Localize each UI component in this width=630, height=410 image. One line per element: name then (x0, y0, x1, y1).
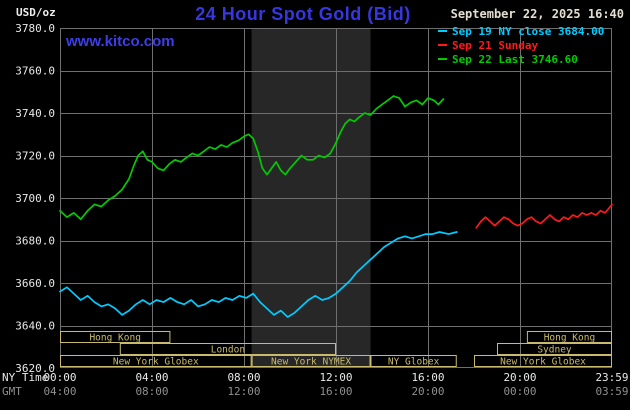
x-tick-label-gmt: 12:00 (227, 385, 260, 398)
x-tick-label-ny: 20:00 (503, 371, 536, 384)
legend-label: Sep 21 Sunday (452, 38, 539, 52)
market-session-box (370, 355, 457, 367)
x-tick-label-gmt: 20:00 (411, 385, 444, 398)
legend-item: Sep 21 Sunday (438, 38, 604, 52)
price-line-sep19-friday (59, 231, 458, 318)
market-session-box (60, 331, 171, 343)
x-tick-label-gmt: 08:00 (135, 385, 168, 398)
x-tick-label-ny: 16:00 (411, 371, 444, 384)
market-session-box (119, 343, 336, 355)
market-session-label: Sydney (537, 345, 572, 356)
x-tick-label-gmt: 16:00 (319, 385, 352, 398)
market-session-box (251, 355, 371, 367)
y-tick-label: 3620.0 (15, 362, 55, 375)
market-session-box (60, 355, 252, 367)
x-tick-label-gmt: 03:59 (595, 385, 628, 398)
price-line-sep22-today (59, 95, 445, 221)
legend-label: Sep 22 Last 3746.60 (452, 52, 578, 66)
y-tick-label: 3740.0 (15, 107, 55, 120)
x-axis-ny-time-label: NY Time (2, 371, 49, 384)
legend-dash-icon (438, 58, 447, 60)
legend-label: Sep 19 NY close 3684.00 (452, 24, 605, 38)
legend-dash-icon (438, 44, 447, 46)
y-tick-label: 3640.0 (15, 320, 55, 333)
y-tick-label: 3660.0 (15, 277, 55, 290)
x-axis-gmt-label: GMT (2, 385, 22, 398)
y-tick-label: 3780.0 (15, 22, 55, 35)
legend: Sep 19 NY close 3684.00 Sep 21 Sunday Sep … (438, 24, 604, 66)
market-session-label: New York Globex (500, 357, 586, 368)
y-tick-label: 3700.0 (15, 192, 55, 205)
market-session-label: New York Globex (113, 357, 199, 368)
kitco-watermark-link[interactable]: www.kitco.com (66, 33, 175, 50)
x-tick-label-ny: 12:00 (319, 371, 352, 384)
legend-item: Sep 19 NY close 3684.00 (438, 24, 604, 38)
y-tick-label: 3720.0 (15, 150, 55, 163)
plot-border (60, 28, 612, 368)
market-session-box (474, 355, 612, 367)
market-session-label: New York NYMEX (271, 357, 351, 368)
market-session-label: Hong Kong (89, 333, 140, 344)
market-session-box (526, 331, 613, 343)
x-tick-label-ny: 23:59 (595, 371, 628, 384)
x-tick-label-ny: 08:00 (227, 371, 260, 384)
y-tick-label: 3760.0 (15, 65, 55, 78)
x-tick-label-gmt: 00:00 (503, 385, 536, 398)
market-session-label: Hong Kong (544, 333, 595, 344)
market-session-label: London (211, 345, 245, 356)
x-tick-label-ny: 04:00 (135, 371, 168, 384)
legend-dash-icon (438, 30, 447, 32)
chart-title: 24 Hour Spot Gold (Bid) (195, 4, 411, 24)
market-session-box (497, 343, 612, 355)
y-tick-label: 3680.0 (15, 235, 55, 248)
chart-datetime: September 22, 2025 16:40 (450, 7, 624, 21)
x-tick-label-gmt: 04:00 (43, 385, 76, 398)
legend-item: Sep 22 Last 3746.60 (438, 52, 604, 66)
price-line-sep21-sunday (475, 203, 613, 229)
market-session-label: NY Globex (388, 357, 440, 368)
x-tick-label-ny: 00:00 (43, 371, 76, 384)
y-axis-units-label: USD/oz (16, 6, 56, 19)
